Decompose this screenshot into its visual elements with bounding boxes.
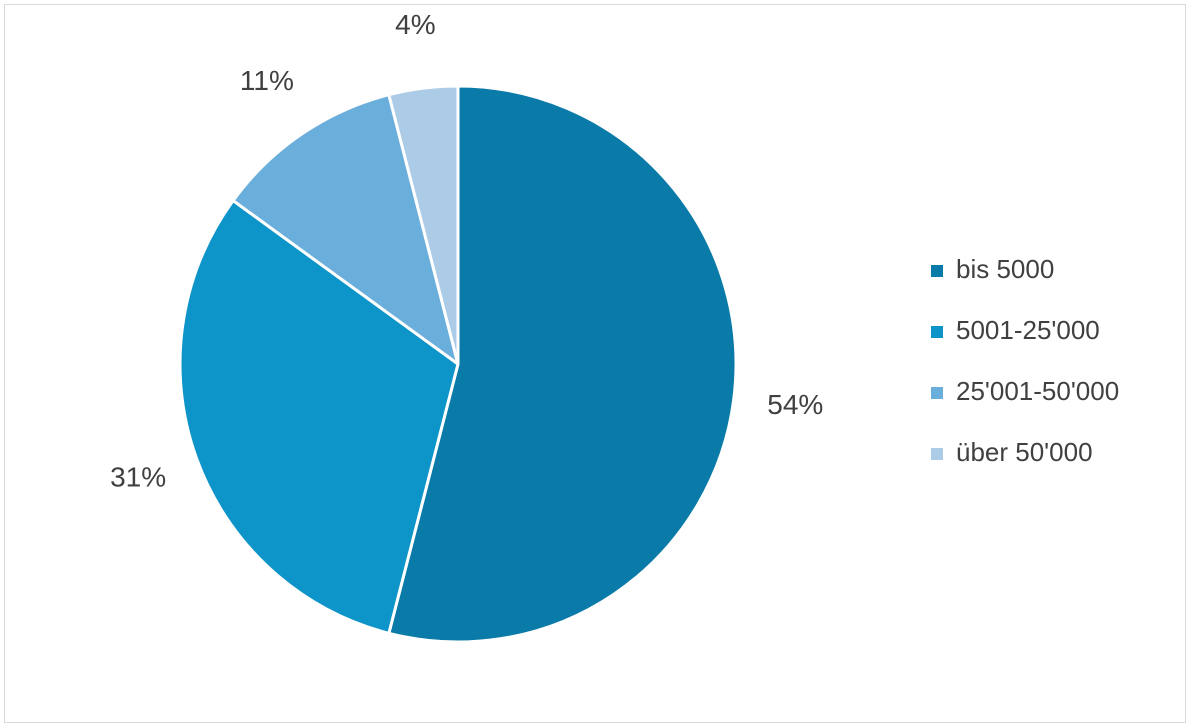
legend-marker <box>931 326 943 338</box>
data-label: 31% <box>110 462 166 493</box>
data-label: 54% <box>767 389 823 420</box>
data-label: 4% <box>395 9 435 40</box>
data-label: 11% <box>240 65 294 96</box>
pie-slice <box>231 93 460 366</box>
pie-slice <box>387 84 460 366</box>
legend-marker <box>931 448 943 460</box>
legend-marker <box>931 387 943 399</box>
legend-label: 25'001-50'000 <box>956 376 1119 406</box>
legend-label: bis 5000 <box>956 254 1054 284</box>
legend-marker <box>931 265 943 277</box>
pie-slice <box>387 84 738 644</box>
legend-label: 5001-25'000 <box>956 315 1100 345</box>
pie-slice <box>178 199 460 635</box>
legend-label: über 50'000 <box>956 437 1093 467</box>
